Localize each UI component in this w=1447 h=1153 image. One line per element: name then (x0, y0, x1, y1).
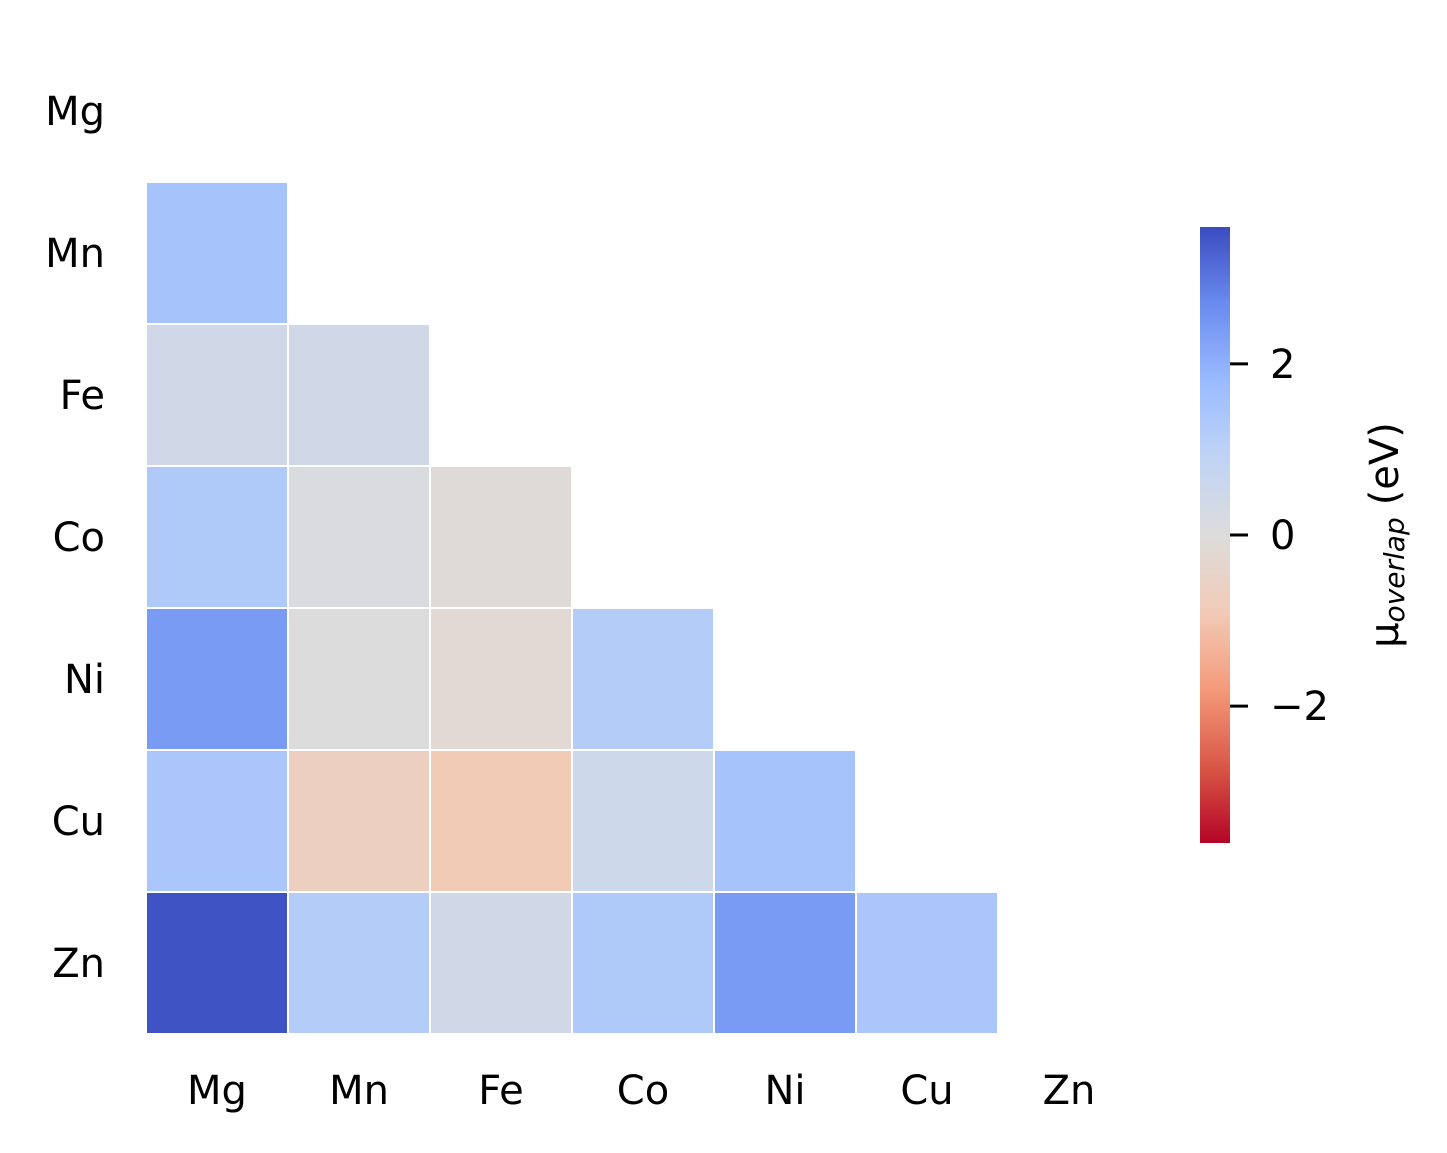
heatmap-cell-fe-mg (145, 323, 289, 467)
y-tick-labels: Mg Mn Fe Co Ni Cu Zn (45, 89, 105, 987)
heatmap-cell-co-fe (429, 465, 573, 609)
y-tick-label-co: Co (53, 515, 105, 561)
x-tick-label-co: Co (617, 1068, 669, 1114)
y-tick-label-zn: Zn (52, 941, 105, 987)
heatmap-cell-fe-mn (287, 323, 431, 467)
colorbar-label: μoverlap (eV) (1362, 422, 1411, 648)
x-tick-label-cu: Cu (900, 1068, 953, 1114)
heatmap-cell-zn-cu (855, 891, 999, 1035)
heatmap-cell-zn-mg (145, 891, 289, 1035)
heatmap-cell-co-mg (145, 465, 289, 609)
colorbar-gradient (1200, 227, 1230, 843)
heatmap-cell-co-mn (287, 465, 431, 609)
colorbar-label-main: μ (1362, 622, 1408, 647)
x-tick-labels: Mg Mn Fe Co Ni Cu Zn (187, 1068, 1095, 1114)
heatmap-cell-cu-fe (429, 749, 573, 893)
heatmap-cell-zn-ni (713, 891, 857, 1035)
x-tick-label-mn: Mn (329, 1068, 389, 1114)
y-tick-label-cu: Cu (52, 799, 105, 845)
x-tick-label-mg: Mg (187, 1068, 247, 1114)
heatmap-cell-zn-mn (287, 891, 431, 1035)
heatmap-cell-cu-mg (145, 749, 289, 893)
heatmap-cell-ni-mg (145, 607, 289, 751)
colorbar-label-sub: overlap (1378, 517, 1411, 622)
y-tick-label-mn: Mn (45, 231, 105, 277)
heatmap-cell-mn-mg (145, 181, 289, 325)
x-tick-label-fe: Fe (478, 1068, 523, 1114)
y-tick-label-ni: Ni (64, 657, 105, 703)
heatmap-cell-ni-mn (287, 607, 431, 751)
heatmap-cell-zn-fe (429, 891, 573, 1035)
heatmap-cell-ni-co (571, 607, 715, 751)
heatmap-cells (145, 181, 999, 1035)
y-tick-label-fe: Fe (60, 373, 105, 419)
colorbar-tick-label: −2 (1270, 684, 1329, 730)
heatmap-cell-cu-ni (713, 749, 857, 893)
heatmap-cell-cu-mn (287, 749, 431, 893)
colorbar-tick-label: 2 (1270, 342, 1295, 388)
colorbar-ticks: 2 0 −2 (1230, 342, 1329, 730)
colorbar: 2 0 −2 μoverlap (eV) (1200, 227, 1411, 843)
heatmap-cell-cu-co (571, 749, 715, 893)
colorbar-label-unit: (eV) (1362, 422, 1408, 505)
heatmap-cell-ni-fe (429, 607, 573, 751)
colorbar-tick-label: 0 (1270, 513, 1295, 559)
y-tick-label-mg: Mg (45, 89, 105, 135)
heatmap-cell-zn-co (571, 891, 715, 1035)
x-tick-label-ni: Ni (764, 1068, 805, 1114)
x-tick-label-zn: Zn (1043, 1068, 1096, 1114)
